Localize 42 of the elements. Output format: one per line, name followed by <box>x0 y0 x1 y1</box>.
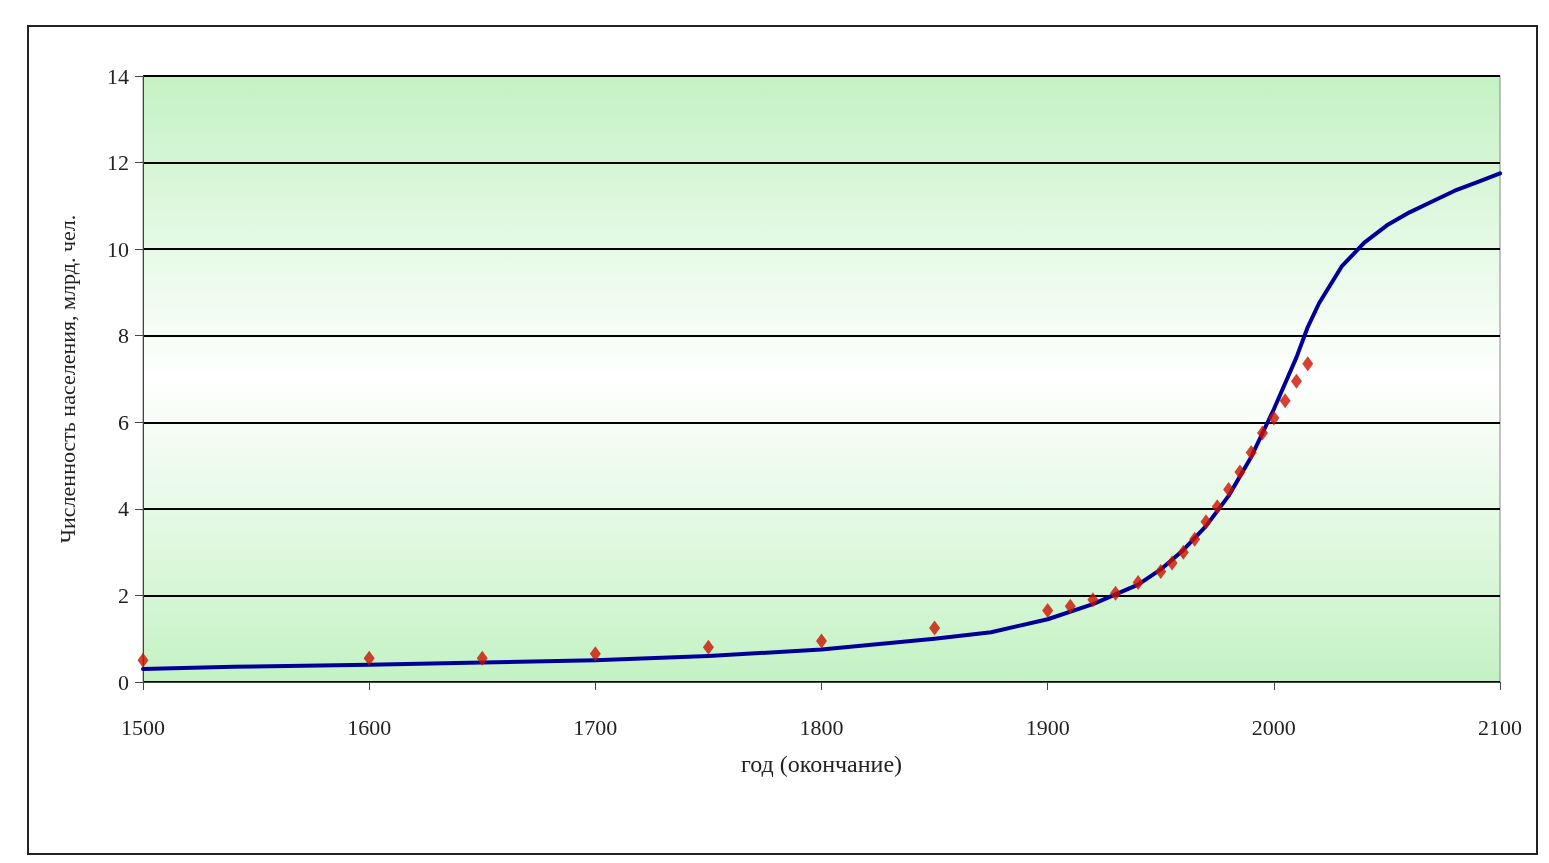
y-tick-label: 4 <box>118 496 129 522</box>
y-tick-label: 12 <box>107 150 129 176</box>
point <box>1087 592 1099 608</box>
y-tick-label: 0 <box>118 669 129 695</box>
y-tick-label: 10 <box>107 236 129 262</box>
point <box>1268 410 1280 426</box>
point <box>1200 514 1212 530</box>
y-tick-label: 8 <box>118 323 129 349</box>
point <box>1257 425 1269 441</box>
x-tick-label: 1700 <box>573 714 618 740</box>
point <box>1290 373 1302 389</box>
point <box>1223 481 1235 497</box>
x-axis-title: год (окончание) <box>740 751 903 777</box>
point <box>702 639 714 655</box>
point <box>476 650 488 666</box>
y-tick-label: 2 <box>118 582 129 608</box>
y-axis-title: Численность населения, млрд. чел. <box>54 214 80 544</box>
point <box>1211 499 1223 515</box>
x-tick-label: 2000 <box>1251 714 1296 740</box>
y-tick-label: 14 <box>107 63 129 89</box>
x-tick-label: 1500 <box>121 714 165 740</box>
point <box>1189 531 1201 547</box>
x-tick-label: 2100 <box>1478 714 1522 740</box>
point <box>1302 356 1314 372</box>
x-tick-label: 1900 <box>1025 714 1070 740</box>
point <box>1155 564 1167 580</box>
point <box>1166 555 1178 571</box>
point <box>1234 464 1246 480</box>
point <box>363 650 375 666</box>
point <box>1245 445 1257 461</box>
point <box>1042 603 1054 619</box>
point <box>137 652 149 668</box>
point <box>1132 574 1144 590</box>
y-tick-label: 6 <box>118 409 129 435</box>
point <box>1279 393 1291 409</box>
point <box>589 646 601 662</box>
x-tick-label: 1600 <box>347 714 392 740</box>
x-tick-label: 1800 <box>799 714 844 740</box>
point <box>929 620 941 636</box>
point <box>1064 598 1076 614</box>
point <box>1177 544 1189 560</box>
point <box>1110 585 1122 601</box>
